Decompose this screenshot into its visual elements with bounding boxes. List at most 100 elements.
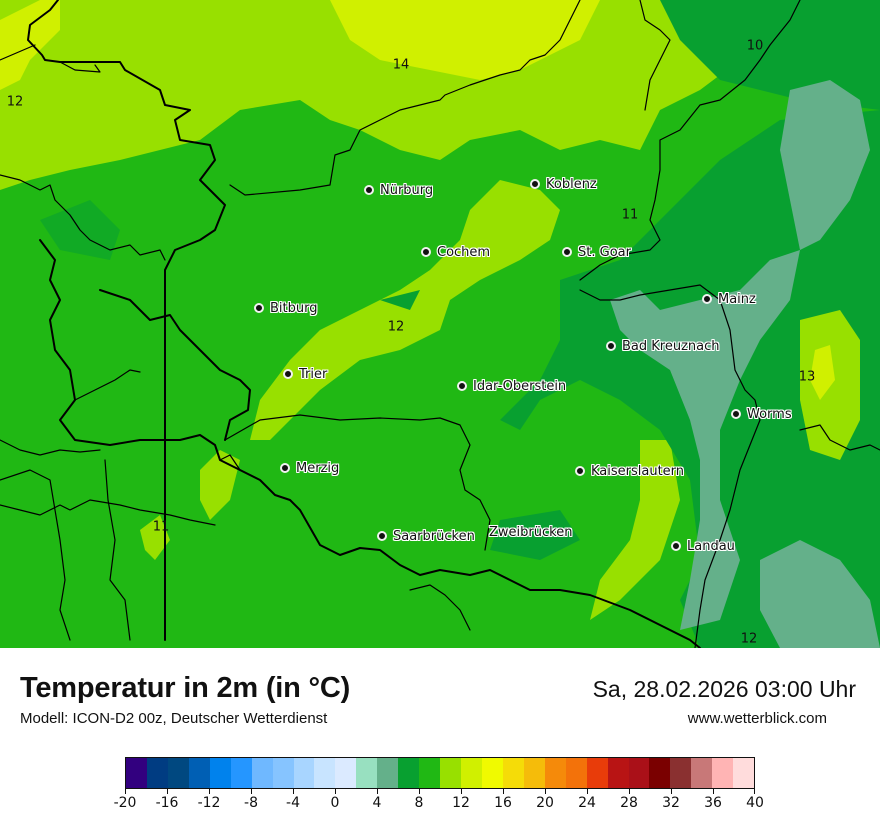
city-marker-idar-oberstein[interactable]: Idar-Oberstein <box>457 377 566 395</box>
chart-title: Temperatur in 2m (in °C) <box>20 672 351 704</box>
colorbar-ticks: -20 -16 -12 -8 -4 0 4 8 12 16 20 24 28 32 36 40 <box>114 789 764 819</box>
colorbar-tick <box>251 789 252 794</box>
forecast-datetime: Sa, 28.02.2026 03:00 Uhr <box>592 676 856 702</box>
city-dot-icon <box>280 463 290 473</box>
colorbar-tick <box>503 789 504 794</box>
colorbar-tick <box>461 789 462 794</box>
city-dot-icon <box>254 303 264 313</box>
city-marker-bad-kreuznach[interactable]: Bad Kreuznach <box>606 337 720 355</box>
colorbar-tick <box>713 789 714 794</box>
city-marker-trier[interactable]: Trier <box>283 365 327 383</box>
colorbar-segment <box>649 758 671 788</box>
colorbar-segment <box>586 758 608 788</box>
colorbar-segment <box>314 758 336 788</box>
contour-label: 13 <box>798 369 816 385</box>
colorbar-tick <box>377 789 378 794</box>
colorbar-tick <box>125 789 126 794</box>
colorbar-segment <box>461 758 482 788</box>
colorbar-tick-label: 0 <box>330 795 340 811</box>
colorbar-tick-label: -20 <box>113 795 137 811</box>
city-dot-icon <box>702 294 712 304</box>
colorbar-tick <box>293 789 294 794</box>
colorbar-tick-label: 40 <box>746 795 764 811</box>
colorbar-tick-label: 20 <box>536 795 554 811</box>
colorbar-tick-label: 8 <box>414 795 424 811</box>
colorbar-tick-label: 24 <box>578 795 596 811</box>
colorbar-tick <box>629 789 630 794</box>
city-dot-icon <box>575 466 585 476</box>
colorbar-segment <box>146 758 168 788</box>
contour-label: 11 <box>621 207 639 223</box>
colorbar-tick <box>671 789 672 794</box>
colorbar-segment <box>209 758 231 788</box>
city-marker-zweibruecken[interactable]: Zweibrücken <box>489 523 572 541</box>
city-marker-bitburg[interactable]: Bitburg <box>254 299 318 317</box>
city-marker-cochem[interactable]: Cochem <box>421 243 490 261</box>
city-dot-icon <box>457 381 467 391</box>
colorbar-segment <box>398 758 420 788</box>
city-label: Merzig <box>296 460 340 476</box>
colorbar-segment <box>377 758 399 788</box>
city-label: Bitburg <box>270 300 318 316</box>
city-label: Idar-Oberstein <box>473 378 567 394</box>
colorbar-segment <box>272 758 294 788</box>
colorbar-tick-label: 28 <box>620 795 638 811</box>
colorbar-segment <box>712 758 734 788</box>
city-marker-kaiserslautern[interactable]: Kaiserslautern <box>575 462 684 480</box>
temperature-map[interactable]: 14 12 10 11 12 13 11 12 Nürburg Koblenz … <box>0 0 880 648</box>
colorbar-tick <box>167 789 168 794</box>
colorbar-tick <box>209 789 210 794</box>
colorbar-tick <box>335 789 336 794</box>
colorbar-segment <box>733 758 755 788</box>
contour-label: 14 <box>392 57 410 73</box>
city-marker-merzig[interactable]: Merzig <box>280 459 339 477</box>
city-label: Trier <box>299 366 328 382</box>
colorbar-segment <box>293 758 315 788</box>
contour-label: 10 <box>746 38 764 54</box>
colorbar-segment <box>544 758 566 788</box>
city-marker-worms[interactable]: Worms <box>731 405 792 423</box>
contour-label: 12 <box>387 319 405 335</box>
colorbar-segment <box>607 758 629 788</box>
colorbar-segment <box>335 758 357 788</box>
website-link[interactable]: www.wetterblick.com <box>687 710 827 727</box>
city-marker-mainz[interactable]: Mainz <box>702 290 756 308</box>
colorbar-segment <box>251 758 273 788</box>
colorbar-tick <box>587 789 588 794</box>
city-marker-koblenz[interactable]: Koblenz <box>530 175 597 193</box>
city-dot-icon <box>283 369 293 379</box>
temperature-colorbar <box>125 757 755 789</box>
colorbar-tick <box>754 789 755 794</box>
colorbar-segment <box>188 758 210 788</box>
colorbar-segment <box>126 758 147 788</box>
contour-label: 11 <box>152 519 170 535</box>
city-dot-icon <box>731 409 741 419</box>
city-label: Landau <box>687 538 735 554</box>
colorbar-segment <box>167 758 189 788</box>
city-label: Nürburg <box>380 182 434 198</box>
city-marker-nuerburg[interactable]: Nürburg <box>364 181 433 199</box>
city-label: Mainz <box>718 291 756 307</box>
colorbar-segment <box>502 758 524 788</box>
colorbar-tick-label: 16 <box>494 795 512 811</box>
city-marker-saarbruecken[interactable]: Saarbrücken <box>377 527 475 545</box>
city-marker-st-goar[interactable]: St. Goar <box>562 243 631 261</box>
colorbar-tick-label: 36 <box>704 795 722 811</box>
city-label: Worms <box>747 406 792 422</box>
city-marker-landau[interactable]: Landau <box>671 537 735 555</box>
city-label: Cochem <box>437 244 491 260</box>
colorbar-tick-label: -8 <box>244 795 258 811</box>
colorbar-segment <box>670 758 692 788</box>
contour-label: 12 <box>6 94 24 110</box>
model-subtitle: Modell: ICON-D2 00z, Deutscher Wetterdie… <box>20 710 328 727</box>
colorbar-segment <box>419 758 441 788</box>
city-dot-icon <box>377 531 387 541</box>
city-dot-icon <box>606 341 616 351</box>
city-dot-icon <box>562 247 572 257</box>
colorbar-tick-label: -12 <box>197 795 221 811</box>
city-label: Zweibrücken <box>489 524 573 540</box>
city-label: Koblenz <box>546 176 597 192</box>
colorbar-tick-label: -4 <box>286 795 300 811</box>
colorbar-segment <box>565 758 587 788</box>
city-label: Bad Kreuznach <box>622 338 720 354</box>
